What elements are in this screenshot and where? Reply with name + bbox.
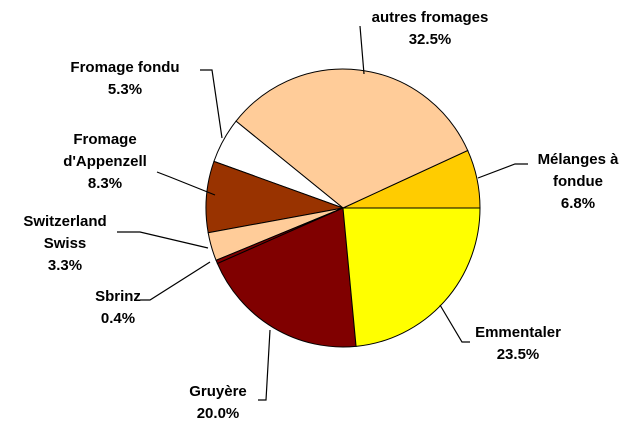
slice-name: Gruyère (189, 383, 247, 400)
slice-value: 0.4% (100, 310, 136, 327)
slice-label: Sbrinz 0.4% (68, 286, 168, 330)
slice-name: Switzerland Swiss (23, 213, 107, 252)
leader-line (140, 261, 211, 301)
slice-label: Fromage fondu 5.3% (50, 57, 200, 101)
slice-label: Mélanges à fondue 6.8% (533, 149, 623, 215)
leader-line (117, 231, 209, 249)
slice-name: autres fromages (371, 9, 489, 26)
pie-slice (216, 207, 357, 348)
slice-name: Mélanges à fondue (537, 151, 619, 190)
leader-line (439, 304, 470, 343)
slice-value: 3.3% (47, 257, 83, 274)
slice-value: 32.5% (408, 31, 452, 48)
slice-value: 8.3% (87, 175, 123, 192)
slice-label: Gruyère 20.0% (158, 381, 278, 425)
slice-label: Switzerland Swiss 3.3% (5, 211, 125, 277)
leader-line (477, 163, 528, 179)
leader-line (156, 171, 216, 196)
slice-value: 23.5% (496, 346, 540, 363)
slice-label: Emmentaler 23.5% (458, 322, 578, 366)
pie-slice (235, 68, 469, 209)
leader-line (200, 69, 223, 139)
leader-line (359, 25, 365, 75)
leader-lines (117, 25, 528, 401)
slice-value: 5.3% (107, 81, 143, 98)
slice-value: 6.8% (560, 195, 596, 212)
slice-name: Fromage fondu (70, 59, 180, 76)
pie-slice (342, 207, 481, 347)
slice-name: Sbrinz (95, 288, 141, 305)
slice-name: Fromage d'Appenzell (63, 131, 147, 170)
leader-line (258, 329, 271, 401)
slice-name: Emmentaler (475, 324, 561, 341)
slice-label: Fromage d'Appenzell 8.3% (45, 129, 165, 195)
slice-label: autres fromages 32.5% (370, 7, 490, 51)
slice-value: 20.0% (196, 405, 240, 422)
